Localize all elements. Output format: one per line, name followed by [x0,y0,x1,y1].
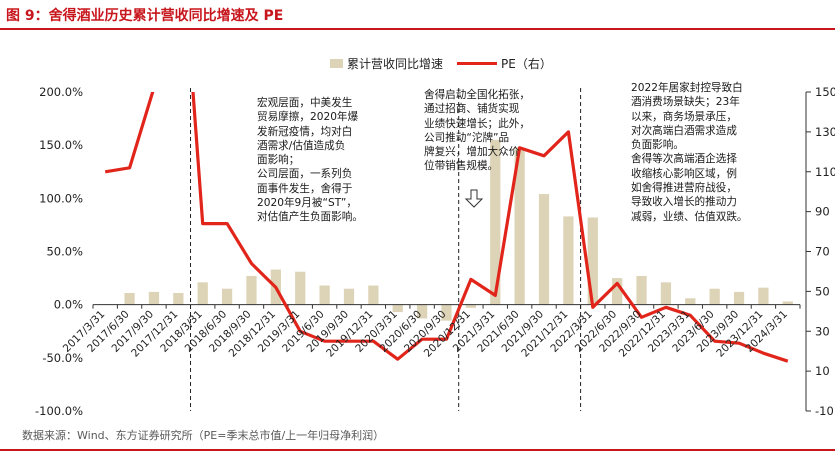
title-rule [0,28,835,30]
bar-2021/3/31 [490,139,501,305]
y-left-tick-label: 0.0% [54,298,83,312]
bar-2018/9/30 [246,275,257,305]
y-right-tick-label: 130 [815,125,835,139]
bar-2023/3/31 [685,298,696,305]
y-left-tick-label: 200.0% [39,85,83,99]
down-arrow-icon [464,189,484,208]
bar-2023/6/30 [709,288,720,305]
bar-2024/3/31 [782,301,793,305]
bar-2020/12/31 [465,304,476,308]
pe-line [104,92,789,363]
bar-2020/6/30 [417,304,428,319]
y-right-tick-label: 50 [815,284,830,298]
annotation-period-1: 宏观层面，中美发生 贸易摩擦，2020年爆 发新冠疫情，均对白 酒需求/估值造成… [257,96,392,225]
annotation-period-2: 舍得启动全国化拓张， 通过招商、铺货实现 业绩快速增长；此外， 公司推动“沱牌”… [424,88,562,174]
annotation-period-1-text: 宏观层面，中美发生 贸易摩擦，2020年爆 发新冠疫情，均对白 酒需求/估值造成… [257,97,363,224]
annotation-period-3: 2022年居家封控导致白 酒消费场景缺失；23年 以来，商务场景承压， 对次高端… [631,81,783,224]
y-right-tick-label: 10 [815,364,830,378]
y-left-tick-label: 100.0% [39,191,83,205]
y-right-tick-label: -10 [815,404,834,418]
bar-2017/9/30 [148,291,160,305]
annotation-period-2-text: 舍得启动全国化拓张， 通过招商、铺货实现 业绩快速增长；此外， 公司推动“沱牌”… [424,89,530,173]
bar-2022/9/30 [636,275,647,305]
bar-2020/9/30 [441,304,452,321]
bar-2019/3/31 [295,271,306,305]
legend: 累计营收同比增速 PE（右） [330,56,552,71]
bar-2021/12/31 [563,216,574,305]
legend-bar-label: 累计营收同比增速 [347,57,443,71]
y-left-tick-label: 150.0% [39,138,83,152]
legend-bar-swatch [330,59,343,68]
y-right-tick-label: 90 [815,205,830,219]
bar-2023/12/31 [758,287,769,305]
bar-2017/12/31 [173,292,184,305]
annotation-period-3-text: 2022年居家封控导致白 酒消费场景缺失；23年 以来，商务场景承压， 对次高端… [631,82,748,223]
bar-2021/9/30 [538,194,550,305]
bottom-rule [0,449,835,451]
bar-2023/9/30 [733,291,745,305]
y-right-tick-label: 30 [815,324,830,338]
source-note: 数据来源：Wind、东方证券研究所（PE=季末总市值/上一年归母净利润） [22,429,385,442]
bar-2022/12/31 [660,282,672,305]
y-right-tick-label: 150 [815,85,835,99]
bar-2022/3/31 [587,217,598,305]
bar-2020/3/31 [392,304,403,313]
legend-line-label: PE（右） [501,56,552,71]
bar-2017/6/30 [124,292,135,305]
bar-2021/6/30 [514,147,525,305]
bar-2022/6/30 [612,278,623,305]
y-left-tick-label: -50.0% [42,351,83,365]
bar-2018/3/31 [197,282,208,305]
figure-title: 图 9：舍得酒业历史累计营收同比增速及 PE [6,8,284,24]
y-right-tick-label: 70 [815,245,830,259]
bar-2019/9/30 [343,288,355,305]
bar-2019/6/30 [319,285,330,305]
y-left-tick-label: 50.0% [46,245,83,259]
y-left-tick-label: -100.0% [35,404,83,418]
y-right-tick-label: 110 [815,165,835,179]
bar-2019/12/31 [368,285,379,305]
bar-2018/6/30 [221,288,233,305]
